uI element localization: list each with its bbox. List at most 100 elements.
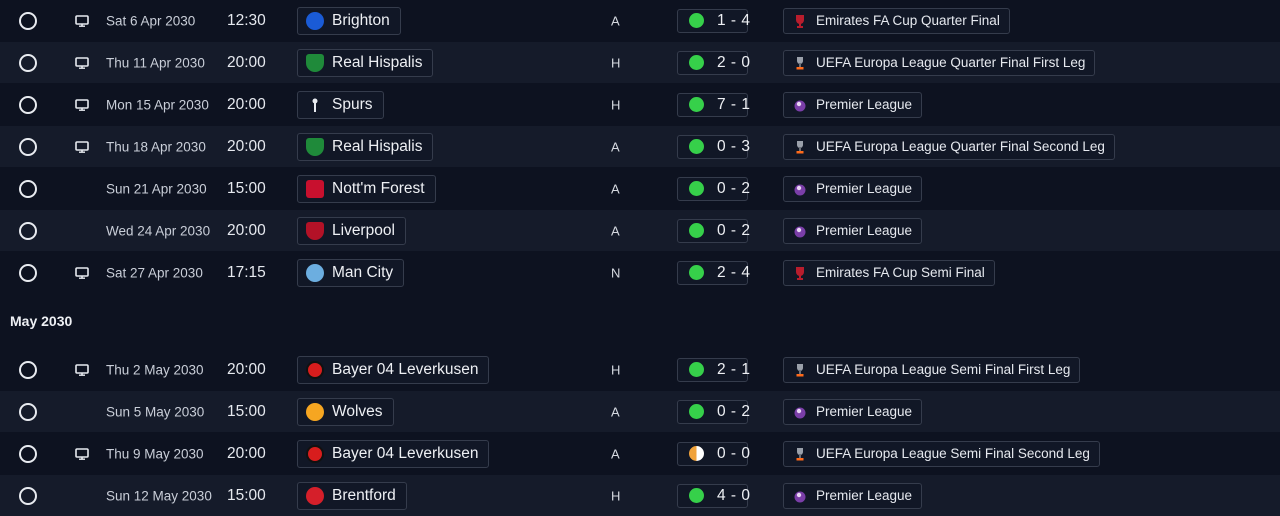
venue-indicator: A	[611, 223, 620, 238]
premier-league-icon	[794, 407, 806, 418]
fixture-row[interactable]: Sun 12 May 2030 15:00 Brentford H 4 - 0 Premi…	[0, 475, 1280, 516]
competition-button[interactable]: Premier League	[783, 217, 923, 244]
match-score: 0 - 2	[717, 179, 751, 197]
match-result-button[interactable]: 2 - 0	[677, 50, 750, 75]
win-indicator-icon	[689, 13, 704, 28]
competition-button[interactable]: Emirates FA Cup Quarter Final	[783, 7, 1010, 34]
competition-button[interactable]: Emirates FA Cup Semi Final	[783, 259, 995, 286]
select-radio[interactable]	[19, 137, 37, 156]
select-radio[interactable]	[19, 11, 37, 30]
fixture-row[interactable]: Sun 5 May 2030 15:00 Wolves A 0 - 2 Premier L…	[0, 391, 1280, 432]
opponent-button[interactable]: Brentford	[297, 481, 407, 510]
fixture-row[interactable]: Wed 24 Apr 2030 20:00 Liverpool A 0 - 2 Premi…	[0, 210, 1280, 251]
opponent-name: Spurs	[332, 95, 373, 113]
win-indicator-icon	[689, 223, 704, 238]
opponent-button[interactable]: Liverpool	[297, 216, 406, 245]
fixture-time: 15:00	[227, 486, 266, 504]
fixture-time: 20:00	[227, 444, 266, 462]
competition-button[interactable]: UEFA Europa League Quarter Final Second …	[783, 133, 1115, 160]
competition-button[interactable]: UEFA Europa League Semi Final First Leg	[783, 356, 1081, 383]
win-indicator-icon	[689, 488, 704, 503]
select-radio[interactable]	[19, 53, 37, 72]
fixture-date: Mon 15 Apr 2030	[106, 97, 209, 112]
month-header: May 2030	[10, 313, 73, 329]
competition-name: UEFA Europa League Semi Final First Leg	[816, 362, 1071, 377]
fa-cup-icon	[796, 14, 804, 28]
opponent-button[interactable]: Bayer 04 Leverkusen	[297, 439, 490, 468]
match-score: 0 - 2	[717, 402, 751, 420]
opponent-name: Man City	[332, 263, 394, 281]
tv-icon	[75, 363, 89, 376]
opponent-button[interactable]: Wolves	[297, 397, 394, 426]
match-result-button[interactable]: 1 - 4	[677, 8, 751, 33]
competition-button[interactable]: Premier League	[783, 175, 923, 202]
fixture-time: 20:00	[227, 95, 266, 113]
select-radio[interactable]	[19, 179, 37, 198]
opponent-button[interactable]: Brighton	[297, 6, 401, 35]
opponent-button[interactable]: Bayer 04 Leverkusen	[297, 355, 490, 384]
match-result-button[interactable]: 0 - 3	[677, 134, 750, 159]
match-score: 2 - 1	[717, 360, 751, 378]
competition-button[interactable]: UEFA Europa League Quarter Final First L…	[783, 49, 1096, 76]
competition-name: Premier League	[816, 404, 913, 419]
select-radio[interactable]	[19, 444, 37, 463]
opponent-button[interactable]: Nott'm Forest	[297, 174, 436, 203]
match-score: 7 - 1	[717, 95, 751, 113]
fixture-row[interactable]: Sun 21 Apr 2030 15:00 Nott'm Forest A 0 - 2 P…	[0, 168, 1280, 209]
select-radio[interactable]	[19, 360, 37, 379]
match-score: 0 - 0	[717, 444, 751, 462]
fixture-time: 17:15	[227, 263, 266, 281]
fixture-row[interactable]: Sat 27 Apr 2030 17:15 Man City N 2 - 4 Emirat…	[0, 252, 1280, 293]
fixture-row[interactable]: Thu 11 Apr 2030 20:00 Real Hispalis H 2 - 0 U…	[0, 42, 1280, 83]
fixture-time: 20:00	[227, 221, 266, 239]
fixture-row[interactable]: Thu 18 Apr 2030 20:00 Real Hispalis A 0 - 3 U…	[0, 126, 1280, 167]
match-result-button[interactable]: 0 - 0	[677, 441, 751, 466]
match-score: 1 - 4	[717, 11, 751, 29]
opponent-name: Real Hispalis	[332, 137, 423, 155]
match-result-button[interactable]: 7 - 1	[677, 92, 751, 117]
fixture-date: Sat 27 Apr 2030	[106, 265, 203, 280]
venue-indicator: A	[611, 404, 620, 419]
match-result-button[interactable]: 2 - 4	[677, 260, 750, 285]
select-radio[interactable]	[19, 486, 37, 505]
competition-button[interactable]: Premier League	[783, 398, 923, 425]
opponent-name: Liverpool	[332, 221, 395, 239]
fixture-time: 15:00	[227, 179, 266, 197]
select-radio[interactable]	[19, 402, 37, 421]
opponent-button[interactable]: Real Hispalis	[297, 48, 434, 77]
fixture-row[interactable]: Mon 15 Apr 2030 20:00 Spurs H 7 - 1 Premier L…	[0, 84, 1280, 125]
match-result-button[interactable]: 0 - 2	[677, 218, 750, 243]
competition-name: UEFA Europa League Quarter Final First L…	[816, 55, 1086, 70]
competition-name: UEFA Europa League Quarter Final Second …	[816, 139, 1105, 154]
match-result-button[interactable]: 2 - 1	[677, 357, 751, 382]
win-indicator-icon	[689, 265, 704, 280]
competition-button[interactable]: UEFA Europa League Semi Final Second Leg	[783, 440, 1100, 467]
fixture-row[interactable]: Sat 6 Apr 2030 12:30 Brighton A 1 - 4 Emirate…	[0, 0, 1280, 41]
opponent-button[interactable]: Spurs	[297, 90, 384, 119]
match-result-button[interactable]: 0 - 2	[677, 399, 751, 424]
opponent-button[interactable]: Real Hispalis	[297, 132, 434, 161]
select-radio[interactable]	[19, 95, 37, 114]
tv-icon	[75, 266, 89, 279]
fixture-row[interactable]: Thu 2 May 2030 20:00 Bayer 04 Leverkusen H 2…	[0, 349, 1280, 390]
match-result-button[interactable]: 4 - 0	[677, 483, 750, 508]
competition-name: Premier League	[816, 223, 913, 238]
spurs-crest-icon	[306, 96, 324, 114]
brentford-crest-icon	[306, 486, 324, 505]
fixture-row[interactable]: Thu 9 May 2030 20:00 Bayer 04 Leverkusen A 0…	[0, 433, 1280, 474]
competition-name: UEFA Europa League Semi Final Second Leg	[816, 446, 1090, 461]
leverkusen-crest-icon	[306, 360, 324, 379]
select-radio[interactable]	[19, 221, 37, 240]
select-radio[interactable]	[19, 263, 37, 282]
liverpool-crest-icon	[306, 221, 324, 240]
opponent-button[interactable]: Man City	[297, 258, 405, 287]
fixture-date: Thu 9 May 2030	[106, 446, 204, 461]
match-result-button[interactable]: 0 - 2	[677, 176, 751, 201]
premier-league-icon	[794, 100, 806, 111]
tv-icon	[75, 14, 89, 27]
competition-button[interactable]: Premier League	[783, 91, 923, 118]
opponent-name: Real Hispalis	[332, 53, 423, 71]
fixture-time: 20:00	[227, 360, 266, 378]
competition-button[interactable]: Premier League	[783, 482, 923, 509]
real-hispalis-crest-icon	[306, 137, 324, 156]
